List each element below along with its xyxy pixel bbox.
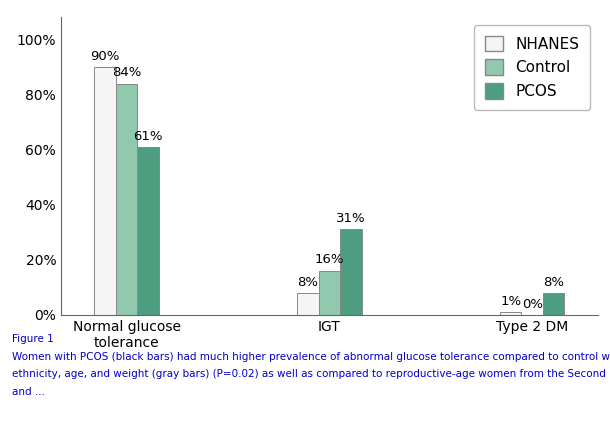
Text: Women with PCOS (black bars) had much higher prevalence of abnormal glucose tole: Women with PCOS (black bars) had much hi… bbox=[12, 352, 610, 362]
Text: 16%: 16% bbox=[315, 253, 344, 267]
Text: 8%: 8% bbox=[298, 275, 318, 288]
Bar bbox=[137, 147, 159, 315]
Text: 1%: 1% bbox=[500, 295, 522, 308]
Text: 31%: 31% bbox=[336, 212, 365, 225]
Bar bbox=[500, 312, 522, 315]
Bar bbox=[318, 271, 340, 315]
Bar bbox=[95, 67, 116, 315]
Bar bbox=[543, 293, 564, 315]
Bar bbox=[340, 229, 362, 315]
Text: ethnicity, age, and weight (gray bars) (P=0.02) as well as compared to reproduct: ethnicity, age, and weight (gray bars) (… bbox=[12, 369, 610, 379]
Bar bbox=[297, 293, 318, 315]
Text: 90%: 90% bbox=[90, 50, 120, 63]
Text: 61%: 61% bbox=[134, 130, 163, 142]
Text: 84%: 84% bbox=[112, 66, 142, 80]
Text: and ...: and ... bbox=[12, 387, 45, 397]
Legend: NHANES, Control, PCOS: NHANES, Control, PCOS bbox=[474, 25, 590, 110]
Bar bbox=[116, 83, 137, 315]
Text: 8%: 8% bbox=[543, 275, 564, 288]
Text: Figure 1: Figure 1 bbox=[12, 334, 54, 344]
Text: 0%: 0% bbox=[522, 298, 543, 311]
